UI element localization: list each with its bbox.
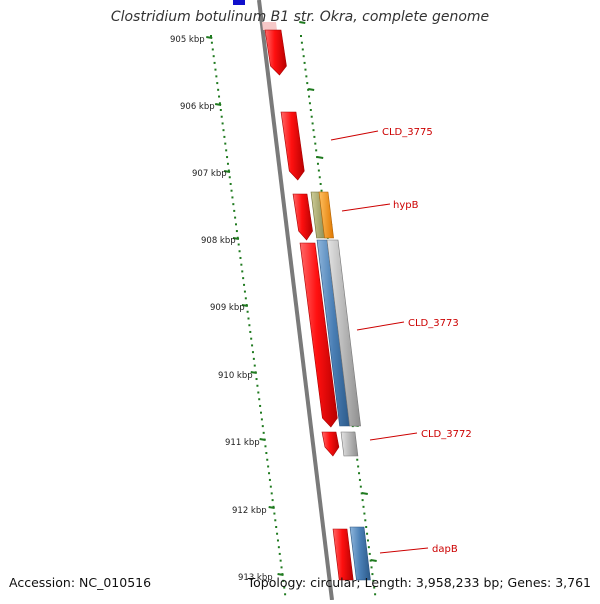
top-marker — [233, 0, 245, 5]
major-tick — [241, 304, 249, 307]
cds-feature — [264, 29, 287, 76]
cds-feature — [280, 111, 305, 181]
protein-feature — [326, 239, 361, 427]
map-title: Clostridium botulinum B1 str. Okra, comp… — [110, 9, 490, 25]
major-tick — [232, 237, 240, 240]
gene-leader-line — [369, 432, 418, 441]
gene-leader-line — [379, 547, 429, 554]
major-tick — [277, 573, 284, 576]
orange-feature — [318, 191, 334, 239]
gene-label-hypb[interactable]: hypB — [393, 200, 419, 211]
scale-label: 906 kbp — [180, 102, 215, 112]
major-tick — [308, 88, 315, 91]
major-tick — [214, 103, 222, 106]
scale-label: 905 kbp — [170, 35, 205, 45]
major-tick — [259, 438, 266, 441]
gene-leader-line — [341, 203, 391, 212]
scale-label: 909 kbp — [210, 303, 245, 313]
major-tick — [206, 36, 213, 39]
gene-feature — [349, 526, 371, 581]
scale-label: 907 kbp — [192, 169, 227, 179]
gene-label-dapb[interactable]: dapB — [432, 544, 458, 555]
cds-feature — [292, 193, 313, 241]
genome-backbone — [257, 0, 334, 601]
scale-label: 910 kbp — [218, 371, 253, 381]
major-tick — [361, 492, 368, 495]
major-tick — [317, 156, 324, 159]
major-tick — [370, 559, 377, 562]
gene-label-cld-3772[interactable]: CLD_3772 — [421, 429, 472, 440]
gene-label-cld-3773[interactable]: CLD_3773 — [408, 318, 459, 329]
gene-features — [262, 22, 371, 581]
major-tick — [223, 170, 231, 173]
scale-label: 911 kbp — [225, 438, 260, 448]
cds-feature — [321, 431, 340, 457]
genome-summary: Topology: circular; Length: 3,958,233 bp… — [247, 575, 591, 590]
gene-leader-line — [330, 130, 379, 141]
major-tick — [299, 21, 306, 24]
cds-feature — [332, 528, 354, 581]
protein-feature — [340, 431, 359, 457]
accession-text: Accession: NC_010516 — [9, 575, 152, 590]
major-tick — [250, 371, 257, 374]
scale-label: 908 kbp — [201, 236, 236, 246]
gene-label-cld-3775[interactable]: CLD_3775 — [382, 127, 433, 138]
cds-feature — [262, 22, 277, 30]
scale-label: 912 kbp — [232, 506, 267, 516]
gene-leader-line — [356, 321, 405, 331]
scale-label: 913 kbp — [238, 573, 273, 583]
major-tick — [268, 506, 275, 509]
cds-feature — [299, 242, 338, 428]
